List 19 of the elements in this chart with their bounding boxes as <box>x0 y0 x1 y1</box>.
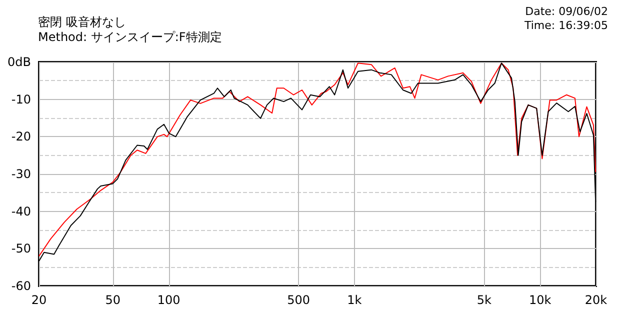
chart-subtitle: 密閉 吸音材なし <box>38 15 126 29</box>
x-tick-label: 100 <box>157 293 180 307</box>
x-tick-label: 20 <box>31 293 47 307</box>
x-tick-label: 20k <box>584 293 608 307</box>
y-tick-label: -20 <box>11 130 31 144</box>
x-tick-label: 5k <box>476 293 492 307</box>
x-tick-label: 10k <box>529 293 552 307</box>
x-tick-label: 1k <box>347 293 362 307</box>
text: Method: サインスイープ:F特測定 <box>38 30 222 44</box>
text: Date: 09/06/02 <box>525 5 608 18</box>
y-tick-label: -40 <box>11 204 31 218</box>
y-tick-label: -60 <box>11 279 31 293</box>
x-tick-label: 50 <box>105 293 121 307</box>
text: Time: 16:39:05 <box>523 19 608 32</box>
x-tick-label: 500 <box>287 293 310 307</box>
y-tick-label: -50 <box>11 242 31 256</box>
y-tick-label: -10 <box>11 92 31 106</box>
y-tick-label: -30 <box>11 167 31 181</box>
y-tick-label: 0dB <box>8 55 31 69</box>
